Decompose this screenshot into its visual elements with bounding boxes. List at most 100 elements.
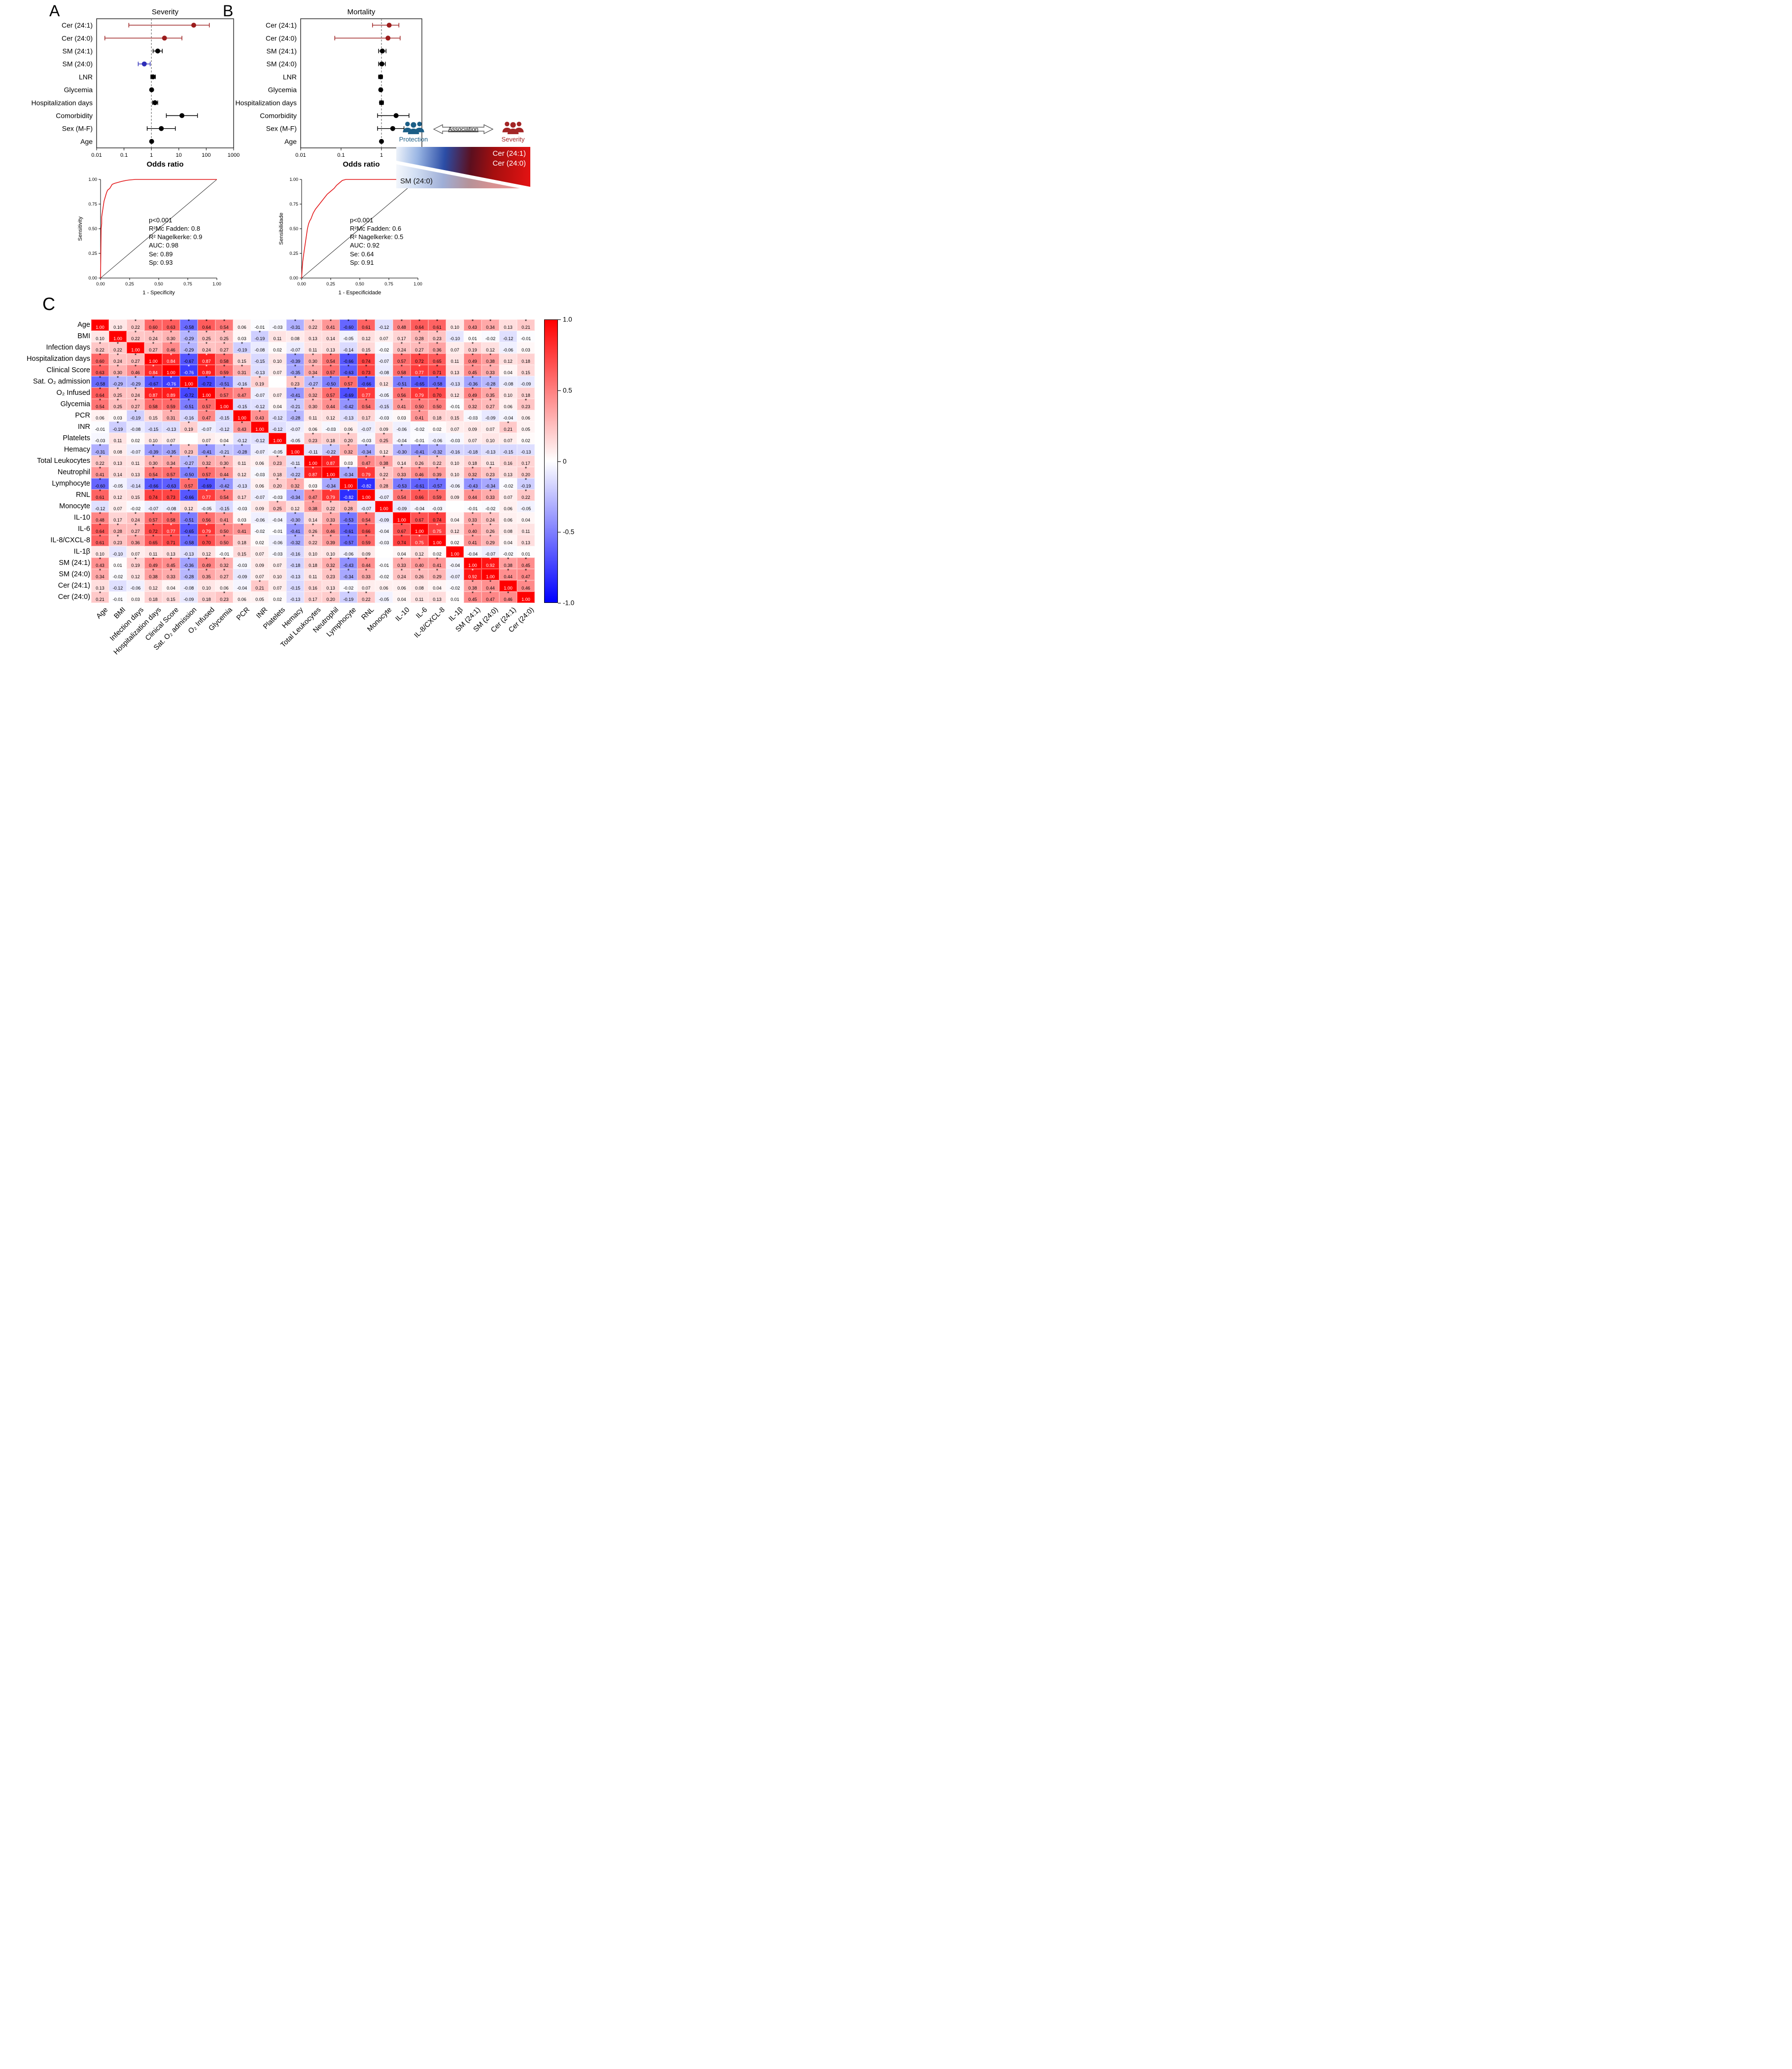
roc-curve (301, 179, 418, 279)
heatmap-cell: 0.12 (127, 569, 144, 580)
heatmap-cell: * 0.67 (393, 523, 411, 535)
heatmap-cell: * -0.66 (180, 489, 198, 501)
heatmap-row-label: O₂ Infused (56, 389, 91, 397)
heatmap-cell: * -0.57 (428, 478, 446, 490)
x-tick-label: 0.25 (326, 281, 335, 286)
significance-star: * (205, 523, 208, 528)
significance-star: * (187, 557, 190, 562)
heatmap-cell: -0.12 (233, 433, 251, 444)
significance-star: * (205, 352, 208, 358)
correlation-value: 0.22 (113, 348, 122, 352)
heatmap-cell: 0.10 (91, 546, 109, 558)
heatmap-cell: * 0.79 (322, 489, 340, 501)
correlation-value: 0.30 (113, 370, 122, 375)
odds-ratio-point (386, 23, 392, 28)
heatmap-cell: -0.04 (411, 501, 428, 512)
heatmap-cell: * -0.34 (482, 478, 499, 490)
heatmap-cell: * -0.27 (180, 455, 198, 467)
correlation-value: 0.41 (96, 472, 104, 477)
heatmap-cell: * 0.46 (162, 342, 180, 353)
heatmap-cell: 0.06 (215, 580, 233, 592)
correlation-value: 0.47 (238, 393, 246, 398)
correlation-value: -0.07 (201, 427, 212, 432)
correlation-value: 0.10 (326, 552, 335, 557)
heatmap-row-label: Cer (24:1) (58, 582, 90, 590)
significance-star: * (311, 318, 314, 324)
correlation-value: -0.07 (485, 552, 496, 557)
correlation-value: -0.82 (343, 495, 354, 500)
heatmap-cell (269, 376, 286, 387)
x-tick-label: 0.01 (91, 152, 102, 158)
significance-star: * (347, 432, 350, 438)
heatmap-row-label: IL-1β (73, 548, 90, 556)
correlation-value: 0.89 (167, 393, 175, 398)
heatmap-cell: -0.03 (251, 467, 269, 478)
correlation-value: 0.17 (362, 416, 371, 421)
correlation-value: 0.12 (504, 359, 513, 364)
correlation-value: -0.02 (112, 574, 123, 579)
significance-star: * (116, 421, 119, 426)
correlation-value: -0.34 (485, 484, 496, 489)
heatmap-cell: 1.00 (233, 410, 251, 421)
odds-ratio-point (379, 61, 384, 67)
significance-star: * (347, 398, 350, 404)
significance-star: * (507, 568, 510, 574)
heatmap-cell: -0.01 (215, 546, 233, 558)
heatmap-cell: * 0.21 (499, 421, 517, 433)
correlation-value: 0.12 (113, 495, 122, 500)
correlation-value: 0.03 (397, 416, 406, 421)
correlation-value: -0.31 (95, 450, 105, 455)
roc-stat-line: AUC: 0.98 (149, 242, 178, 249)
heatmap-cell: -0.16 (286, 546, 304, 558)
heatmap-cell: * 0.41 (91, 466, 109, 478)
significance-star: * (489, 489, 492, 494)
y-tick-label: 1.00 (289, 177, 298, 182)
correlation-value: -0.18 (467, 450, 478, 455)
significance-star: * (152, 511, 155, 517)
correlation-value: 0.06 (504, 506, 513, 511)
significance-star: * (205, 318, 208, 324)
correlation-value: -0.19 (237, 348, 247, 352)
correlation-value: 0.24 (113, 359, 122, 364)
correlation-value: 0.57 (344, 382, 353, 386)
x-tick-label: 0.1 (120, 152, 128, 158)
correlation-value: -0.42 (219, 484, 230, 489)
significance-star: * (365, 455, 368, 460)
correlation-value: 0.22 (131, 336, 140, 341)
correlation-value: 0.03 (309, 484, 317, 489)
significance-star: * (187, 477, 190, 483)
heatmap-cell: * -0.42 (340, 398, 357, 410)
correlation-value: 0.18 (433, 416, 442, 421)
significance-star: * (99, 398, 102, 404)
heatmap-cell: * -0.28 (233, 444, 251, 456)
heatmap-cell: -0.12 (251, 433, 269, 444)
correlation-value: 0.27 (131, 404, 140, 409)
heatmap-cell: 1.00 (464, 558, 482, 569)
correlation-value: 0.12 (184, 506, 193, 511)
heatmap-cell: * 0.72 (411, 353, 428, 365)
correlation-value: 0.13 (309, 336, 317, 341)
correlation-value: 0.24 (397, 348, 406, 352)
significance-star: * (347, 568, 350, 574)
correlation-value: -0.07 (379, 495, 389, 500)
correlation-value: 0.10 (450, 325, 459, 330)
significance-star: * (365, 523, 368, 528)
correlation-value: 0.33 (326, 518, 335, 523)
correlation-value: -0.08 (379, 370, 389, 375)
correlation-value: 0.49 (149, 563, 158, 568)
heatmap-cell: * 0.39 (322, 534, 340, 546)
correlation-value: 0.58 (167, 518, 175, 523)
correlation-value: -0.57 (432, 484, 443, 489)
correlation-value: 0.44 (468, 495, 477, 500)
significance-star: * (152, 523, 155, 528)
correlation-value: -0.04 (467, 552, 478, 557)
correlation-value: 0.22 (131, 325, 140, 330)
correlation-value: -0.60 (95, 484, 105, 489)
heatmap-cell: * 0.43 (91, 557, 109, 569)
correlation-value: 0.06 (504, 518, 513, 523)
significance-star: * (329, 398, 332, 404)
significance-star: * (223, 489, 226, 494)
significance-star: * (294, 477, 297, 483)
correlation-value: 0.06 (309, 427, 317, 432)
significance-star: * (294, 466, 297, 472)
